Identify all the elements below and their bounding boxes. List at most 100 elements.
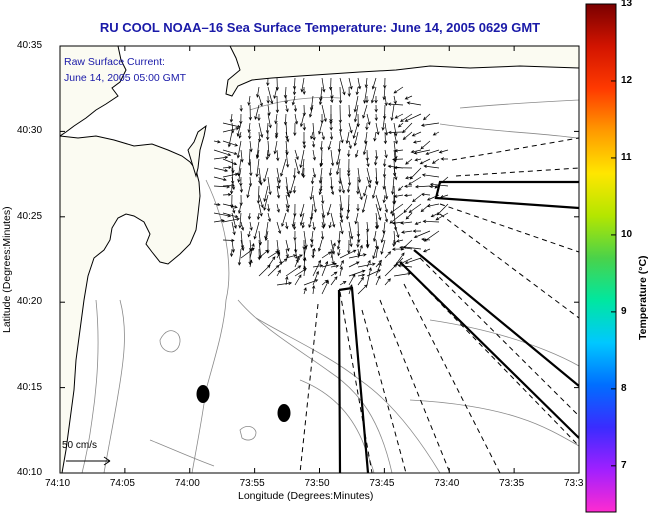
current-vector-arrow xyxy=(267,86,274,105)
current-vector-arrow xyxy=(222,203,238,209)
current-vector-arrow xyxy=(403,193,413,198)
current-vector-arrow xyxy=(264,230,269,242)
current-vector-arrow xyxy=(303,245,308,259)
current-vector-arrow xyxy=(293,122,297,137)
current-vector-arrow xyxy=(310,131,314,140)
current-vector-arrow xyxy=(420,192,431,197)
current-vector-arrow xyxy=(227,131,233,148)
current-vector-arrow xyxy=(265,122,270,134)
current-vector-arrow xyxy=(302,265,307,277)
current-vector-arrow xyxy=(256,86,260,98)
current-vector-arrow xyxy=(222,158,238,166)
current-vector-arrow xyxy=(302,140,307,149)
current-vector-arrow xyxy=(375,262,382,277)
current-vector-arrow xyxy=(265,149,269,161)
current-vector-arrow xyxy=(318,122,323,135)
coverage-dashed-line xyxy=(299,303,319,473)
current-vector-arrow xyxy=(249,221,253,231)
current-vector-arrow xyxy=(375,245,380,259)
current-vector-arrow xyxy=(294,274,302,286)
colorbar-tick-label: 10 xyxy=(621,228,633,240)
current-vector-arrow xyxy=(348,284,353,295)
y-tick-label: 40:15 xyxy=(17,381,43,393)
current-vector-arrow xyxy=(294,158,301,175)
current-vector-arrow xyxy=(365,96,369,104)
current-vector-arrow xyxy=(276,176,281,190)
current-vector-arrow xyxy=(338,104,343,124)
current-vector-arrow xyxy=(276,149,280,162)
current-vector-arrow xyxy=(249,140,253,153)
current-vector-arrow xyxy=(318,95,323,106)
current-vector-arrow xyxy=(309,185,314,201)
current-vector-arrow xyxy=(285,203,290,213)
current-vector-arrow xyxy=(303,257,307,268)
current-vector-arrow xyxy=(411,131,422,137)
current-vector-arrow xyxy=(404,184,413,188)
axis-ticks xyxy=(59,45,580,474)
current-vector-arrow xyxy=(402,122,413,134)
current-vector-arrow xyxy=(339,176,345,194)
current-vector-arrow xyxy=(329,122,333,131)
current-vector-arrow xyxy=(236,140,242,159)
current-vector-arrow xyxy=(414,185,431,189)
current-vector-arrow xyxy=(248,176,253,187)
current-vector-arrow xyxy=(421,173,440,178)
current-vector-arrow xyxy=(258,176,262,184)
current-vector-arrow xyxy=(395,239,404,243)
current-vector-arrow xyxy=(285,221,289,230)
current-vector-arrow xyxy=(440,194,449,199)
current-vector-arrow xyxy=(285,194,290,209)
current-vector-arrow xyxy=(229,248,234,258)
buoy-marker-1 xyxy=(196,385,210,403)
current-vector-arrow xyxy=(400,239,413,251)
current-vector-arrow xyxy=(239,176,243,187)
current-vector-arrow xyxy=(339,212,344,224)
current-vector-arrow xyxy=(337,248,341,257)
current-vector-arrow xyxy=(239,194,243,207)
current-vector-arrow xyxy=(276,185,281,199)
current-vector-arrow xyxy=(397,264,413,268)
current-vector-arrow xyxy=(213,140,221,144)
current-vector-arrow xyxy=(267,140,271,158)
current-vector-arrow xyxy=(239,104,243,112)
current-vector-arrow xyxy=(392,239,396,248)
current-vector-arrow xyxy=(231,221,236,236)
y-tick-label: 40:35 xyxy=(17,40,43,51)
current-vector-arrow xyxy=(422,219,440,224)
current-vector-arrow xyxy=(347,104,352,118)
current-vector-arrow xyxy=(354,149,359,158)
current-vector-arrow xyxy=(405,176,413,180)
current-vector-arrow xyxy=(425,149,440,156)
current-vector-arrow xyxy=(375,275,381,286)
current-vector-arrow xyxy=(412,140,422,144)
current-vector-arrow xyxy=(393,272,412,277)
current-vector-arrow xyxy=(294,149,299,161)
current-vector-arrow xyxy=(285,131,290,143)
current-vector-arrow xyxy=(302,167,306,179)
current-vector-arrow xyxy=(384,122,389,136)
current-vector-arrow xyxy=(321,280,329,295)
current-vector-arrow xyxy=(285,276,289,286)
sandy-hook xyxy=(187,124,207,178)
current-vector-arrow xyxy=(299,212,305,226)
coverage-dashed-line xyxy=(379,299,451,473)
current-vector-arrow xyxy=(320,230,325,241)
current-vector-arrow xyxy=(404,95,413,100)
current-vector-arrow xyxy=(266,95,270,104)
current-vector-arrow xyxy=(237,248,242,266)
current-vector-arrow xyxy=(397,185,404,192)
current-vector-arrow xyxy=(348,273,356,286)
current-vector-arrow xyxy=(330,276,338,286)
current-vector-arrow xyxy=(357,273,366,277)
current-vector-arrow xyxy=(312,247,316,259)
current-vector-arrow xyxy=(330,271,338,277)
current-vector-arrow xyxy=(321,77,326,93)
current-vector-arrow xyxy=(285,239,290,252)
current-vector-arrow xyxy=(330,242,336,259)
current-vector-arrow xyxy=(283,86,288,99)
current-vector-arrow xyxy=(357,276,364,286)
current-vector-arrow xyxy=(222,165,232,170)
current-vector-arrow xyxy=(292,77,297,90)
current-vector-arrow xyxy=(393,131,398,145)
current-vector-arrow xyxy=(380,239,386,255)
